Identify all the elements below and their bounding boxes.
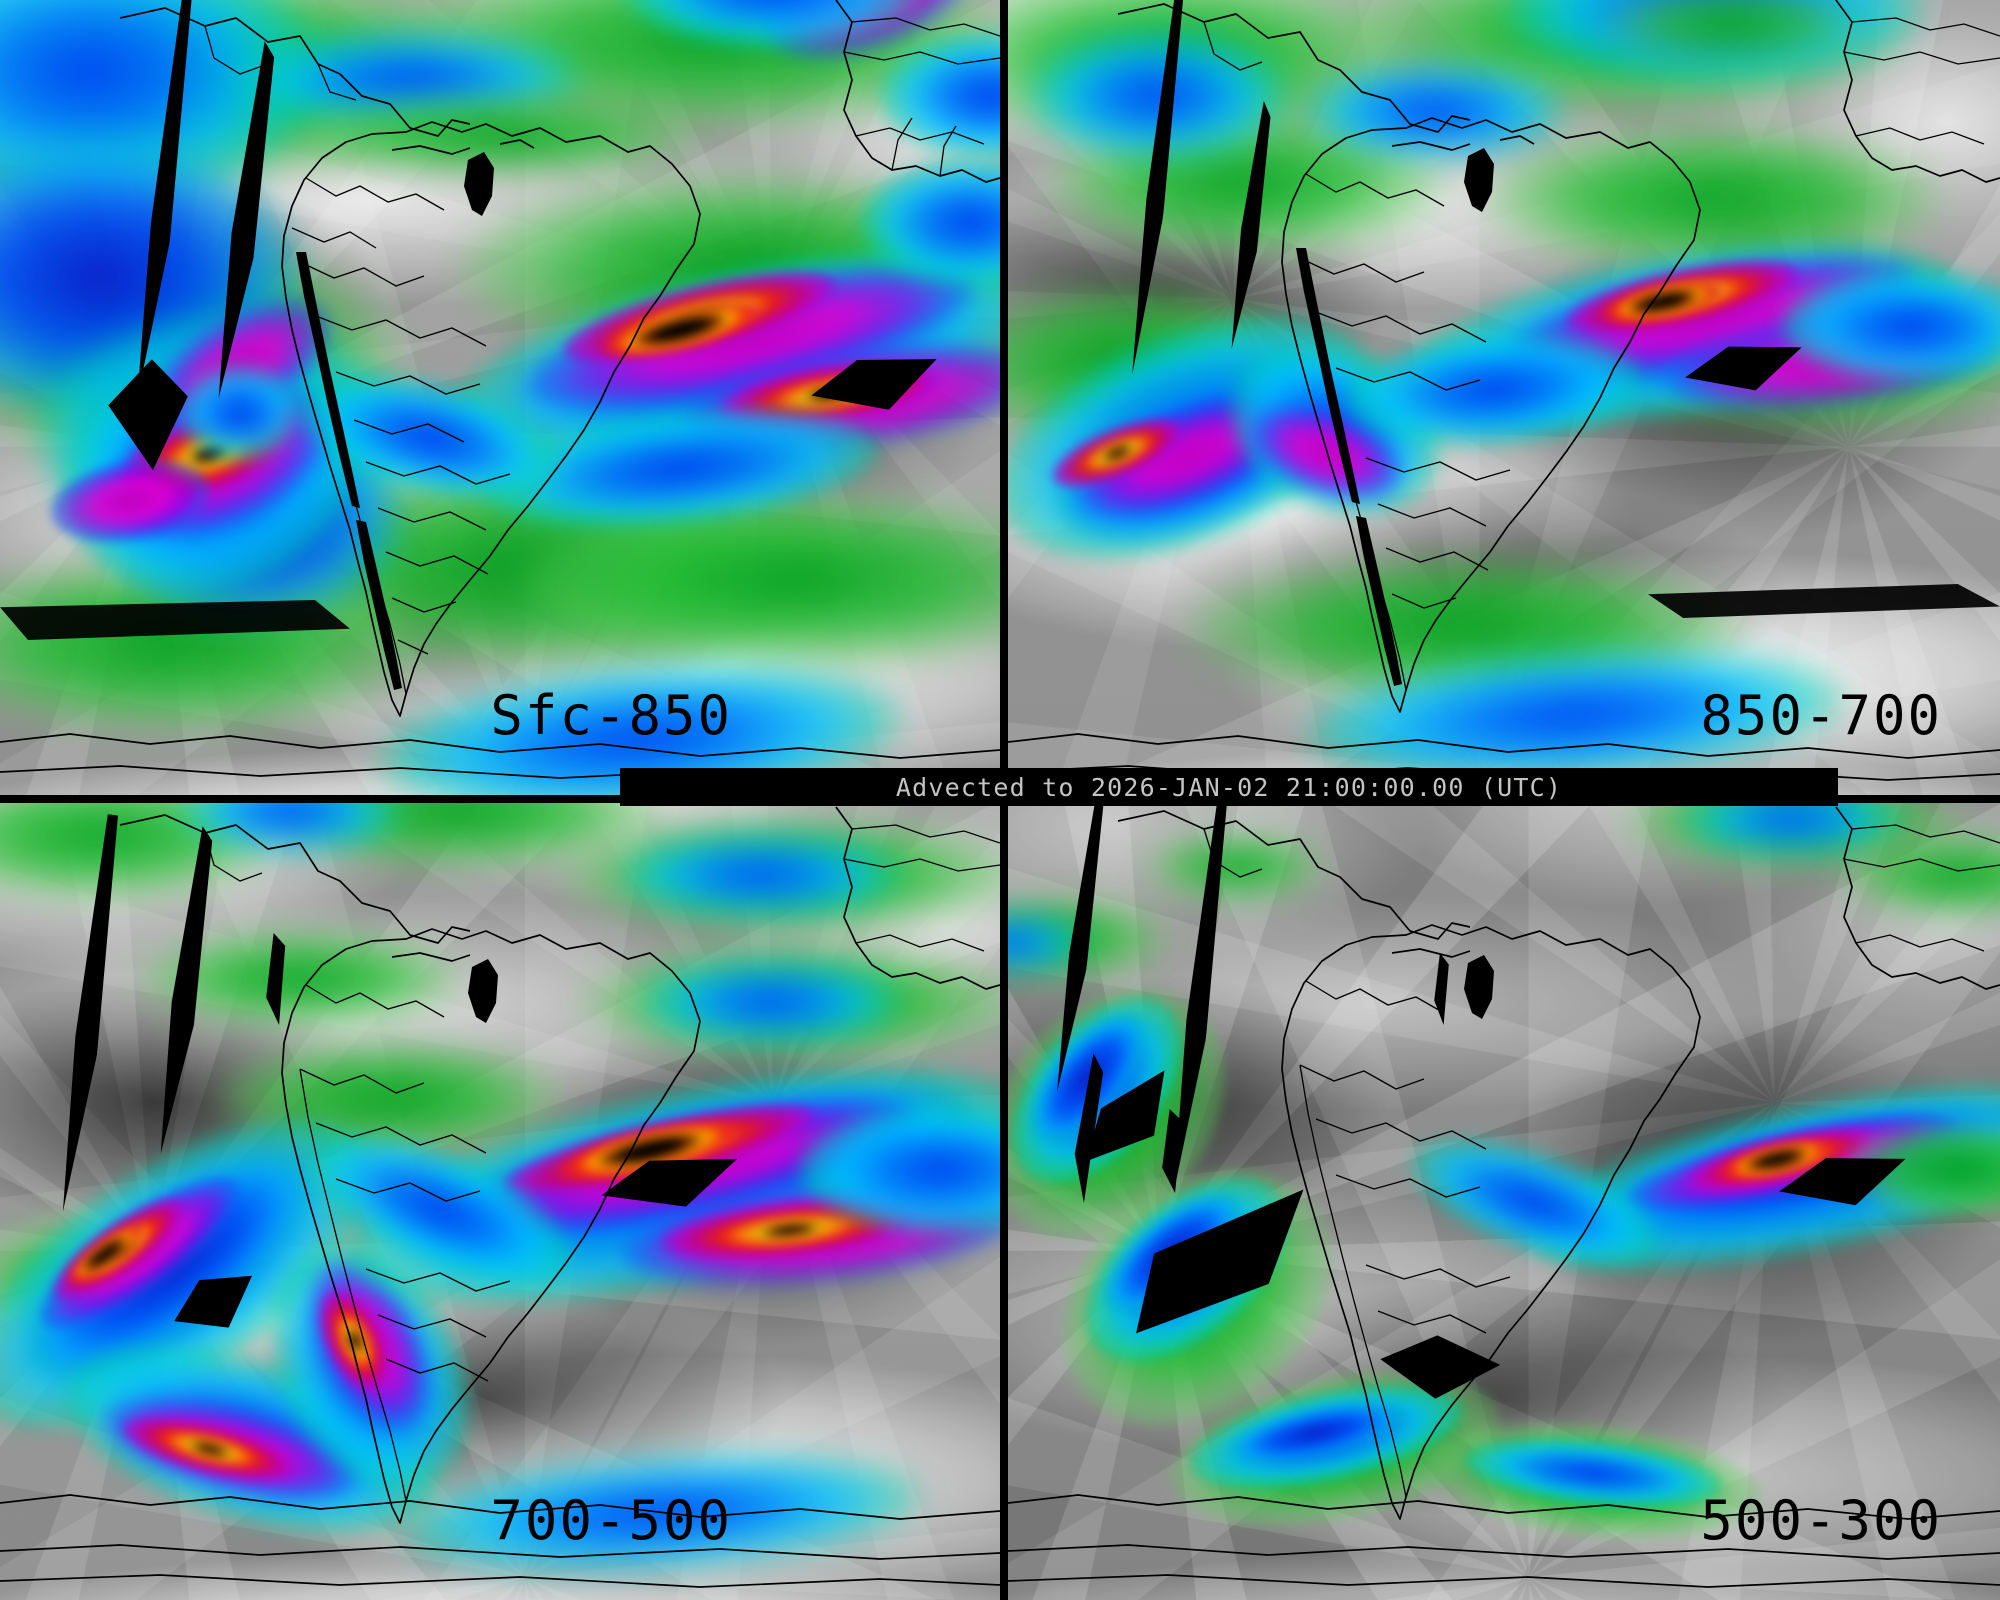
- panel-label-700-500: 700-500: [490, 1489, 732, 1552]
- caption-bar: Advected to 2026-JAN-02 21:00:00.00 (UTC…: [620, 768, 1838, 806]
- panel-label-500-300: 500-300: [1700, 1489, 1942, 1552]
- caption-text: Advected to 2026-JAN-02 21:00:00.00 (UTC…: [895, 772, 1563, 802]
- panel-label-850-700: 850-700: [1700, 684, 1942, 747]
- panel-sfc-850[interactable]: Sfc-850: [0, 0, 1000, 795]
- scan-gap-wedge: [1162, 1109, 1182, 1193]
- panel-500-300[interactable]: 500-300: [1008, 803, 2000, 1600]
- panel-850-700[interactable]: 850-700: [1008, 0, 2000, 795]
- panel-label-sfc-850: Sfc-850: [490, 684, 732, 747]
- panel-700-500[interactable]: 700-500: [0, 803, 1000, 1600]
